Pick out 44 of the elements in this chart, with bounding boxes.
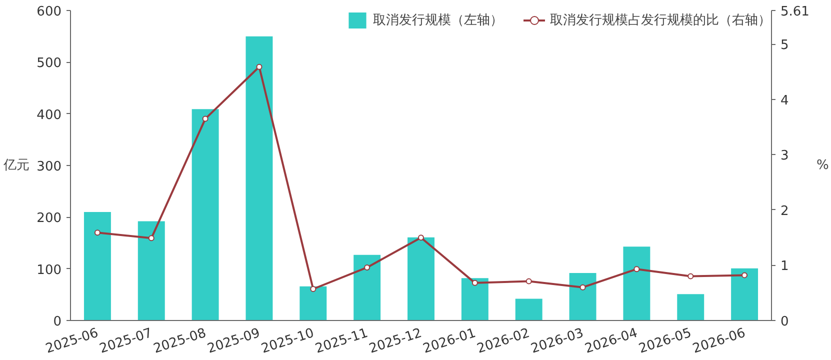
bar xyxy=(84,212,111,320)
bar xyxy=(623,246,650,320)
point xyxy=(148,235,154,242)
bar xyxy=(569,272,596,320)
legend-label: 取消发行规模占发行规模的比（右轴） xyxy=(550,12,771,29)
point xyxy=(472,280,478,286)
bar xyxy=(408,237,434,320)
y2-axis-title: % xyxy=(816,158,829,173)
y-tick-label: 100 xyxy=(36,262,62,278)
bar xyxy=(515,298,542,320)
y-tick-label: 600 xyxy=(36,4,62,20)
bar xyxy=(246,36,273,320)
point xyxy=(256,64,262,70)
y2-tick-label: 0 xyxy=(780,314,789,330)
bar xyxy=(354,254,381,320)
y2-tick-label: 1 xyxy=(780,259,789,274)
y2-tick-label: 3 xyxy=(780,148,789,164)
legend-label: 取消发行规模（左轴） xyxy=(373,12,503,29)
point xyxy=(418,234,424,241)
y-axis-title: 亿元 xyxy=(2,158,30,173)
point xyxy=(202,116,208,122)
bar xyxy=(300,286,327,320)
point xyxy=(742,272,748,278)
point xyxy=(310,286,316,292)
y-tick-label: 400 xyxy=(36,108,62,123)
point xyxy=(94,230,100,236)
bar xyxy=(677,294,704,320)
y2-tick-label: 2 xyxy=(780,204,789,219)
point xyxy=(688,273,694,280)
y2-tick-label: 5.61 xyxy=(780,4,810,20)
bar xyxy=(461,278,488,320)
y-tick-label: 200 xyxy=(36,211,62,226)
point xyxy=(580,284,586,290)
point xyxy=(364,264,370,270)
y-tick-label: 300 xyxy=(36,160,62,174)
y2-tick-label: 4 xyxy=(780,93,789,108)
point xyxy=(526,278,532,284)
y-tick-label: 0 xyxy=(53,314,62,330)
point xyxy=(634,266,640,272)
y-tick-label: 500 xyxy=(36,56,62,72)
y2-tick-label: 5 xyxy=(780,38,789,54)
bar xyxy=(192,109,219,320)
bar xyxy=(138,221,165,320)
bar xyxy=(731,268,758,320)
